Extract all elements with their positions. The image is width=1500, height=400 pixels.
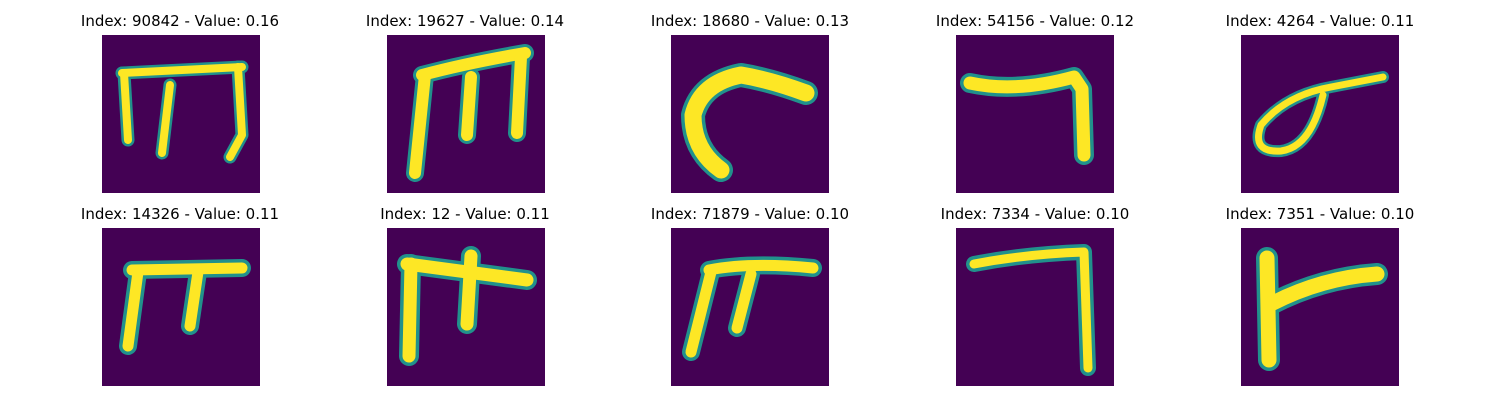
handwritten-m-glyph xyxy=(115,60,249,164)
handwritten-seven-glyph xyxy=(966,244,1096,376)
digit-image-3 xyxy=(671,35,829,193)
handwritten-loop-glyph xyxy=(1252,71,1389,158)
digit-image-8 xyxy=(671,228,829,386)
handwritten-pi-glyph xyxy=(397,246,537,366)
handwritten-curve-glyph xyxy=(681,63,818,182)
digit-image-1 xyxy=(102,35,260,193)
handwritten-seven-glyph xyxy=(960,67,1094,165)
digit-image-10 xyxy=(1241,228,1399,386)
panel-title-4: Index: 54156 - Value: 0.12 xyxy=(935,12,1135,30)
panel-title-8: Index: 71879 - Value: 0.10 xyxy=(650,205,850,223)
panel-title-9: Index: 7334 - Value: 0.10 xyxy=(940,205,1130,223)
digit-image-9 xyxy=(956,228,1114,386)
panel-title-3: Index: 18680 - Value: 0.13 xyxy=(650,12,850,30)
panel-title-5: Index: 4264 - Value: 0.11 xyxy=(1225,12,1415,30)
panel-title-10: Index: 7351 - Value: 0.10 xyxy=(1225,205,1415,223)
panel-title-6: Index: 14326 - Value: 0.11 xyxy=(80,205,280,223)
handwritten-t-glyph xyxy=(1256,247,1388,371)
digit-image-5 xyxy=(1241,35,1399,193)
panel-title-2: Index: 19627 - Value: 0.14 xyxy=(365,12,565,30)
handwritten-m-glyph xyxy=(406,44,534,182)
digit-image-7 xyxy=(387,228,545,386)
digit-image-4 xyxy=(956,35,1114,193)
panel-title-1: Index: 90842 - Value: 0.16 xyxy=(80,12,280,30)
digit-image-2 xyxy=(387,35,545,193)
handwritten-pi-glyph xyxy=(119,259,251,355)
digit-image-6 xyxy=(102,228,260,386)
handwritten-pi-glyph xyxy=(682,256,822,361)
panel-title-7: Index: 12 - Value: 0.11 xyxy=(380,205,550,223)
